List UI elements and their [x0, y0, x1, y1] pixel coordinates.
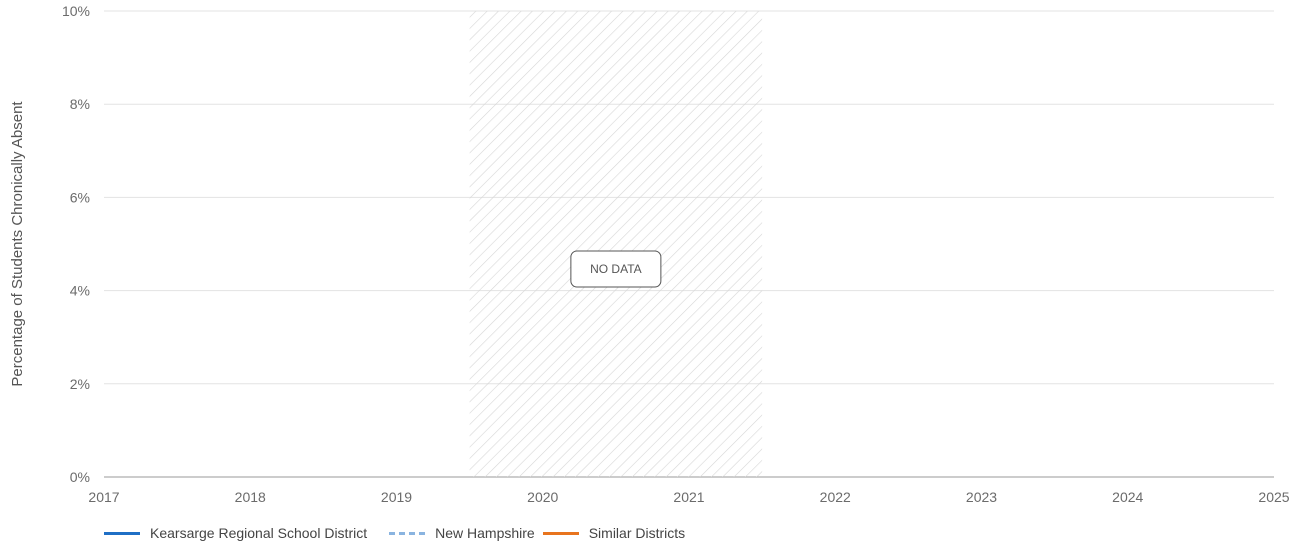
- legend-swatch-kearsarge: [104, 531, 140, 535]
- legend-swatch-new-hampshire: [389, 531, 426, 535]
- legend-item-similar-districts[interactable]: Similar Districts: [542, 525, 686, 541]
- x-tick-label: 2025: [1258, 489, 1289, 505]
- x-tick-label: 2024: [1112, 489, 1143, 505]
- y-tick-label: 10%: [62, 3, 90, 19]
- y-tick-label: 0%: [70, 469, 90, 485]
- legend-label-similar-districts: Similar Districts: [588, 525, 686, 541]
- chart: NO DATA 0%2%4%6%8%10% 2017 2018 2019 2020 20…: [9, 3, 1290, 505]
- y-tick-label: 4%: [70, 283, 90, 299]
- y-tick-label: 2%: [70, 376, 90, 392]
- no-data-label: NO DATA: [590, 262, 642, 276]
- x-tick-label: 2017: [88, 489, 119, 505]
- no-data-badge: [570, 250, 662, 288]
- legend: Kearsarge Regional School District New H…: [104, 525, 693, 541]
- no-data-hatch: [469, 11, 763, 477]
- y-axis-ticks: 0% 2% 4% 6% 8% 10%: [62, 3, 90, 485]
- legend-label-new-hampshire: New Hampshire: [435, 525, 535, 541]
- legend-item-kearsarge[interactable]: Kearsarge Regional School District: [104, 525, 367, 541]
- x-axis-ticks: 2017 2018 2019 2020 2021 2022 2023 2024 2025: [88, 489, 1289, 505]
- x-tick-label: 2022: [820, 489, 851, 505]
- no-data-region: NO DATA: [469, 11, 763, 477]
- x-tick-label: 2020: [527, 489, 558, 505]
- legend-swatch-similar-districts: [542, 531, 579, 535]
- legend-item-new-hampshire[interactable]: New Hampshire: [389, 525, 535, 541]
- x-tick-label: 2023: [966, 489, 997, 505]
- y-tick-label: 8%: [70, 96, 90, 112]
- x-tick-label: 2019: [381, 489, 412, 505]
- y-axis-label: Percentage of Students Chronically Absen…: [9, 101, 26, 387]
- x-tick-label: 2018: [235, 489, 266, 505]
- legend-label-kearsarge: Kearsarge Regional School District: [150, 525, 368, 541]
- y-tick-label: 6%: [70, 189, 90, 205]
- x-tick-label: 2021: [673, 489, 704, 505]
